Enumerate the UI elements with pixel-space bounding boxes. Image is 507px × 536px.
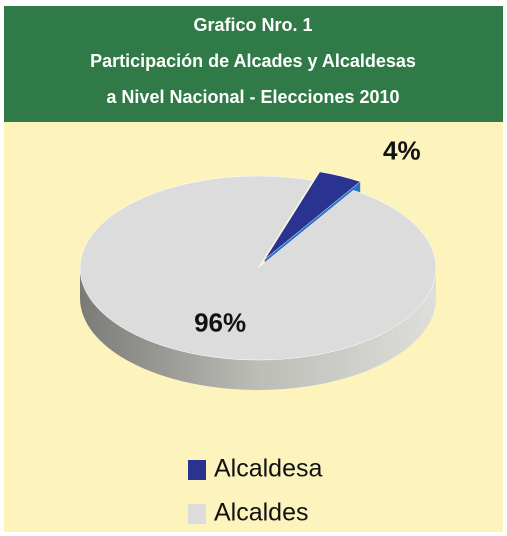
pie-slice (79, 175, 437, 361)
legend-swatch (188, 460, 206, 480)
legend-label: Alcaldes (214, 499, 309, 527)
pie-slice (264, 171, 361, 260)
slice-side (80, 268, 436, 390)
chart-title: Grafico Nro. 1 (193, 15, 312, 35)
chart-title: Participación de Alcades y Alcaldesas (90, 51, 416, 71)
chart-title: a Nivel Nacional - Elecciones 2010 (106, 87, 399, 107)
data-label: 96% (194, 307, 246, 337)
legend-label: Alcaldesa (214, 455, 322, 483)
title-banner (4, 6, 503, 122)
data-label: 4% (383, 136, 421, 166)
legend-swatch (188, 504, 206, 524)
